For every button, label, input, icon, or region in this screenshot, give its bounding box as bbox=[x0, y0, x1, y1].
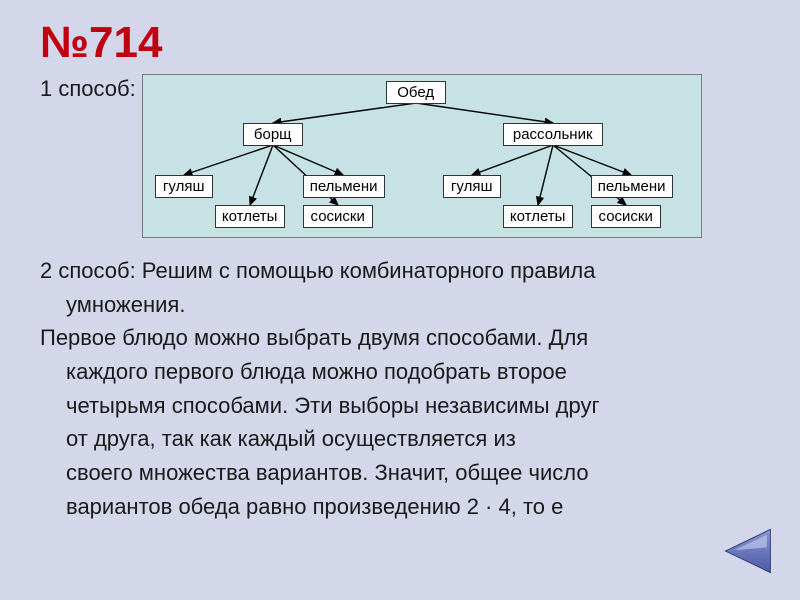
back-arrow-icon bbox=[720, 524, 774, 578]
tree-diagram: Обедборщрассольникгуляшкотлетыпельменисо… bbox=[142, 74, 702, 238]
back-button[interactable] bbox=[720, 524, 774, 578]
para-line: четырьмя способами. Эти выборы независим… bbox=[40, 391, 760, 421]
diagram-node-r_gulyash: гуляш bbox=[443, 175, 501, 198]
page-title: №714 bbox=[40, 18, 760, 68]
para-line: своего множества вариантов. Значит, обще… bbox=[40, 458, 760, 488]
method1-label: 1 способ: bbox=[40, 74, 136, 102]
diagram-node-r_pelmeni: пельмени bbox=[591, 175, 673, 198]
slide: №714 1 способ: Обедборщрассольникгуляшко… bbox=[0, 0, 800, 600]
method2-line2: умножения. bbox=[40, 290, 760, 320]
diagram-node-r_kotlety: котлеты bbox=[503, 205, 573, 228]
diagram-node-borsch: борщ bbox=[243, 123, 303, 146]
body-text: 2 способ: Решим с помощью комбинаторного… bbox=[40, 256, 760, 522]
para-line: от друга, так как каждый осуществляется … bbox=[40, 424, 760, 454]
diagram-node-root: Обед bbox=[386, 81, 446, 104]
diagram-node-rassolnik: рассольник bbox=[503, 123, 603, 146]
diagram-node-l_gulyash: гуляш bbox=[155, 175, 213, 198]
diagram-node-l_sosiski: сосиски bbox=[303, 205, 373, 228]
diagram-node-r_sosiski: сосиски bbox=[591, 205, 661, 228]
para-line: Первое блюдо можно выбрать двумя способа… bbox=[40, 323, 760, 353]
para-line: каждого первого блюда можно подобрать вт… bbox=[40, 357, 760, 387]
method2-line1: 2 способ: Решим с помощью комбинаторного… bbox=[40, 256, 760, 286]
diagram-node-l_pelmeni: пельмени bbox=[303, 175, 385, 198]
para-line: вариантов обеда равно произведению 2 · 4… bbox=[40, 492, 760, 522]
diagram-node-l_kotlety: котлеты bbox=[215, 205, 285, 228]
method1-row: 1 способ: Обедборщрассольникгуляшкотлеты… bbox=[40, 74, 760, 238]
